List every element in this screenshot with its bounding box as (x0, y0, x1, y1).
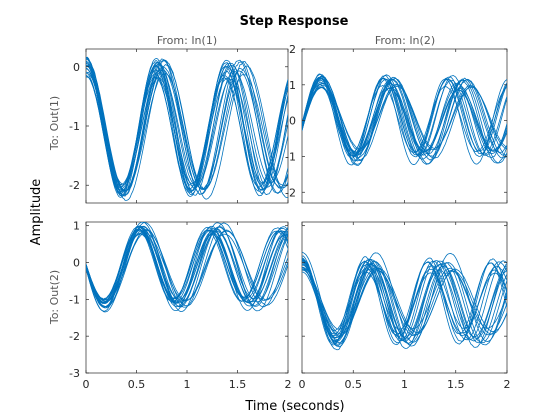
trace-line (86, 222, 288, 309)
x-tick-label: 0.5 (128, 378, 146, 391)
trace-line (86, 57, 288, 193)
x-tick-label: 2 (285, 378, 292, 391)
x-tick-label: 1 (184, 378, 191, 391)
y-tick-label: -2 (69, 179, 80, 192)
trace-line (86, 57, 288, 196)
y-tick-label: 2 (289, 43, 296, 56)
row-label-out2: To: Out(2) (48, 270, 61, 325)
trace-line (86, 229, 288, 301)
trace-line (302, 259, 507, 337)
y-tick-label: 0 (289, 115, 296, 128)
y-tick-label: -1 (69, 293, 80, 306)
x-tick-label: 2 (504, 378, 511, 391)
traces-out2-in1 (86, 222, 288, 313)
y-tick-label: -1 (285, 150, 296, 163)
traces-out1-in1 (86, 56, 288, 201)
trace-line (302, 77, 507, 166)
column-title-in2: From: In(2) (375, 34, 435, 47)
chart-title: Step Response (240, 14, 349, 29)
y-tick-label: -2 (285, 186, 296, 199)
y-tick-label: -2 (69, 330, 80, 343)
subplot-out1-in1: -2 -1 0 (69, 48, 289, 204)
trace-line (86, 232, 288, 304)
y-tick-label: 0 (73, 257, 80, 270)
trace-line (86, 64, 288, 198)
subplot-out2-in2: 0 0.5 1 1.5 2 (299, 221, 511, 391)
x-tick-label: 1.5 (229, 378, 247, 391)
trace-line (86, 222, 288, 309)
x-tick-label: 0 (299, 378, 306, 391)
x-tick-label: 1.5 (447, 378, 465, 391)
trace-line (302, 257, 507, 351)
trace-line (302, 269, 507, 336)
x-tick-label: 0.5 (345, 378, 363, 391)
traces-out2-in2 (302, 251, 507, 351)
trace-line (302, 86, 507, 154)
traces-out1-in2 (302, 73, 507, 166)
trace-line (302, 74, 507, 157)
y-tick-label: 1 (289, 79, 296, 92)
trace-line (86, 67, 288, 185)
x-axis-label: Time (seconds) (244, 399, 344, 414)
trace-line (302, 258, 507, 342)
trace-line (302, 266, 507, 339)
y-tick-label: 1 (73, 220, 80, 233)
row-label-out1: To: Out(1) (48, 96, 61, 151)
trace-line (86, 76, 288, 191)
column-title-in1: From: In(1) (157, 34, 217, 47)
y-tick-label: -3 (69, 367, 80, 380)
subplot-out2-in1: -3 -2 -1 0 1 0 0.5 1 1.5 2 (69, 220, 291, 391)
trace-line (302, 262, 507, 340)
trace-line (302, 263, 507, 332)
subplot-out1-in2: -2 -1 0 1 2 (285, 43, 508, 204)
x-tick-label: 1 (401, 378, 408, 391)
y-tick-label: 0 (73, 61, 80, 74)
y-axis-label: Amplitude (29, 179, 44, 246)
trace-line (302, 77, 507, 153)
trace-line (86, 62, 288, 186)
y-tick-label: -1 (69, 120, 80, 133)
trace-line (86, 229, 288, 300)
x-tick-label: 0 (83, 378, 90, 391)
trace-line (86, 63, 288, 201)
trace-line (86, 230, 288, 308)
trace-line (302, 259, 507, 347)
trace-line (302, 266, 507, 335)
trace-line (302, 76, 507, 162)
trace-line (302, 76, 507, 159)
trace-line (302, 77, 507, 166)
trace-line (302, 266, 507, 330)
trace-line (86, 229, 288, 308)
trace-line (86, 58, 288, 195)
